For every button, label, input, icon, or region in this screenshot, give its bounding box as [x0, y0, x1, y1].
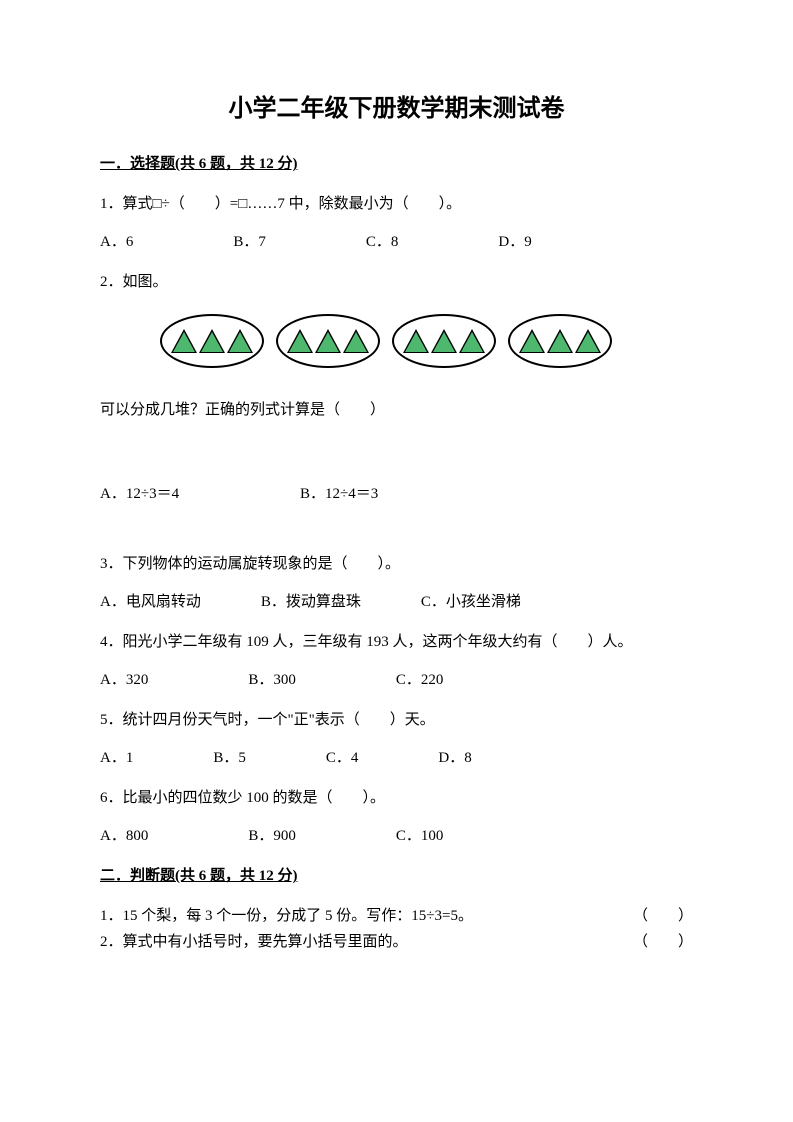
triangle-icon	[431, 329, 457, 353]
q2-figure	[160, 314, 693, 368]
question-6: 6．比最小的四位数少 100 的数是（ ）。 A．800 B．900 C．100	[100, 786, 693, 848]
q2-opt-a: A．12÷3＝4	[100, 482, 300, 506]
q2-text: 2．如图。	[100, 270, 693, 294]
judge-q2-paren: （ ）	[613, 930, 693, 954]
judge-q1-paren: （ ）	[613, 904, 693, 928]
q3-text: 3．下列物体的运动属旋转现象的是（ ）。	[100, 552, 693, 576]
q5-options: A．1 B．5 C．4 D．8	[100, 746, 693, 770]
triangle-icon	[459, 329, 485, 353]
q4-text: 4．阳光小学二年级有 109 人，三年级有 193 人，这两个年级大约有（ ）人…	[100, 630, 693, 654]
q6-opt-b: B．900	[248, 824, 296, 848]
oval-group	[508, 314, 612, 368]
triangle-icon	[403, 329, 429, 353]
question-2: 2．如图。 可以分成几堆？正确的列式计算是（ ） A．12÷3＝4 B．12÷4…	[100, 270, 693, 506]
q6-opt-c: C．100	[396, 824, 444, 848]
oval-group	[392, 314, 496, 368]
q3-opt-b: B．拨动算盘珠	[261, 590, 361, 614]
q6-opt-a: A．800	[100, 824, 148, 848]
judge-q1: 1．15 个梨，每 3 个一份，分成了 5 份。写作：15÷3=5。 （ ）	[100, 904, 693, 928]
q4-opt-a: A．320	[100, 668, 148, 692]
triangle-icon	[575, 329, 601, 353]
section-2-header: 二．判断题(共 6 题，共 12 分)	[100, 864, 693, 888]
judge-q2-text: 2．算式中有小括号时，要先算小括号里面的。	[100, 930, 613, 954]
q1-text: 1．算式□÷（ ）=□……7 中，除数最小为（ ）。	[100, 192, 693, 216]
q1-opt-c: C．8	[366, 230, 399, 254]
q5-text: 5．统计四月份天气时，一个"正"表示（ ）天。	[100, 708, 693, 732]
q3-options: A．电风扇转动 B．拨动算盘珠 C．小孩坐滑梯	[100, 590, 693, 614]
triangle-icon	[547, 329, 573, 353]
triangle-icon	[343, 329, 369, 353]
question-3: 3．下列物体的运动属旋转现象的是（ ）。 A．电风扇转动 B．拨动算盘珠 C．小…	[100, 552, 693, 614]
q4-opt-c: C．220	[396, 668, 444, 692]
triangle-icon	[519, 329, 545, 353]
q5-opt-c: C．4	[326, 746, 359, 770]
triangle-icon	[315, 329, 341, 353]
q2-options: A．12÷3＝4 B．12÷4＝3	[100, 482, 693, 506]
judge-q2: 2．算式中有小括号时，要先算小括号里面的。 （ ）	[100, 930, 693, 954]
oval-group	[276, 314, 380, 368]
judge-q1-text: 1．15 个梨，每 3 个一份，分成了 5 份。写作：15÷3=5。	[100, 904, 613, 928]
section-1-header: 一．选择题(共 6 题，共 12 分)	[100, 152, 693, 176]
q5-opt-b: B．5	[213, 746, 246, 770]
page-title: 小学二年级下册数学期末测试卷	[100, 90, 693, 128]
triangle-icon	[199, 329, 225, 353]
q2-subtext: 可以分成几堆？正确的列式计算是（ ）	[100, 398, 693, 422]
q4-options: A．320 B．300 C．220	[100, 668, 693, 692]
q4-opt-b: B．300	[248, 668, 296, 692]
q1-opt-d: D．9	[498, 230, 531, 254]
question-5: 5．统计四月份天气时，一个"正"表示（ ）天。 A．1 B．5 C．4 D．8	[100, 708, 693, 770]
q6-text: 6．比最小的四位数少 100 的数是（ ）。	[100, 786, 693, 810]
q5-opt-a: A．1	[100, 746, 133, 770]
q2-opt-b: B．12÷4＝3	[300, 482, 500, 506]
q5-opt-d: D．8	[438, 746, 471, 770]
triangle-icon	[171, 329, 197, 353]
q1-options: A．6 B．7 C．8 D．9	[100, 230, 693, 254]
q3-opt-c: C．小孩坐滑梯	[421, 590, 521, 614]
q3-opt-a: A．电风扇转动	[100, 590, 201, 614]
q1-opt-a: A．6	[100, 230, 133, 254]
q6-options: A．800 B．900 C．100	[100, 824, 693, 848]
question-4: 4．阳光小学二年级有 109 人，三年级有 193 人，这两个年级大约有（ ）人…	[100, 630, 693, 692]
question-1: 1．算式□÷（ ）=□……7 中，除数最小为（ ）。 A．6 B．7 C．8 D…	[100, 192, 693, 254]
oval-group	[160, 314, 264, 368]
triangle-icon	[287, 329, 313, 353]
q1-opt-b: B．7	[233, 230, 266, 254]
triangle-icon	[227, 329, 253, 353]
